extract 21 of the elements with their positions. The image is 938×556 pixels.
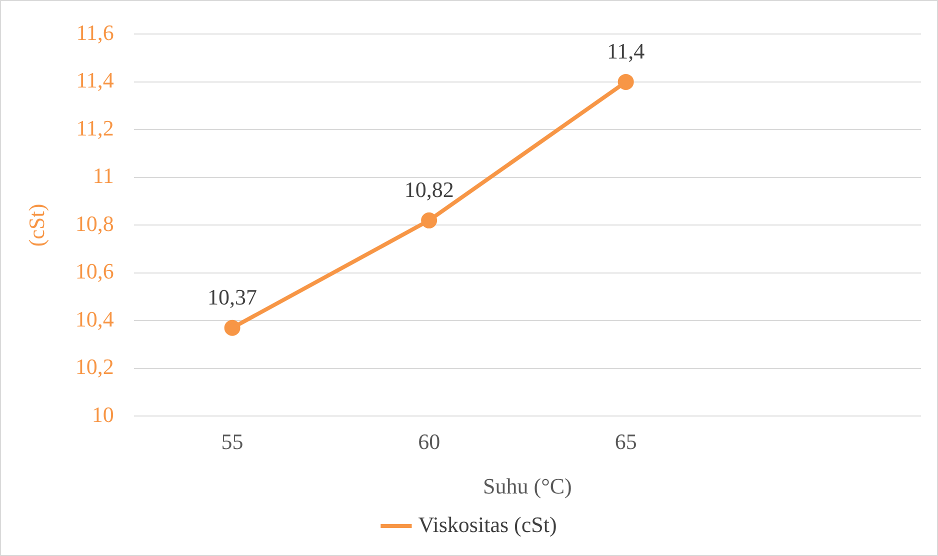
y-tick-label: 11,6 (76, 20, 114, 45)
point (224, 320, 240, 336)
y-tick-label: 11 (92, 163, 114, 188)
data-label: 11,4 (606, 38, 645, 64)
y-tick-label: 11,4 (76, 68, 114, 93)
y-tick-label: 11,2 (76, 115, 114, 140)
data-label: 10,82 (404, 177, 454, 202)
x-axis-title: Suhu (°C) (483, 474, 572, 499)
y-tick-label: 10 (92, 402, 114, 427)
legend-label: Viskositas (cSt) (418, 512, 557, 537)
x-tick-label: 65 (614, 429, 637, 454)
x-tick-label: 55 (221, 429, 244, 454)
point (618, 74, 634, 90)
x-tick-label: 60 (418, 429, 440, 454)
point (421, 212, 438, 228)
y-tick-label: 10,8 (75, 210, 114, 236)
y-axis-title: (cSt) (24, 204, 49, 247)
data-label: 10,37 (208, 284, 258, 310)
y-tick-label: 10,6 (75, 258, 114, 284)
y-tick-label: 10,2 (75, 354, 114, 380)
y-tick-label: 10,4 (75, 306, 114, 332)
